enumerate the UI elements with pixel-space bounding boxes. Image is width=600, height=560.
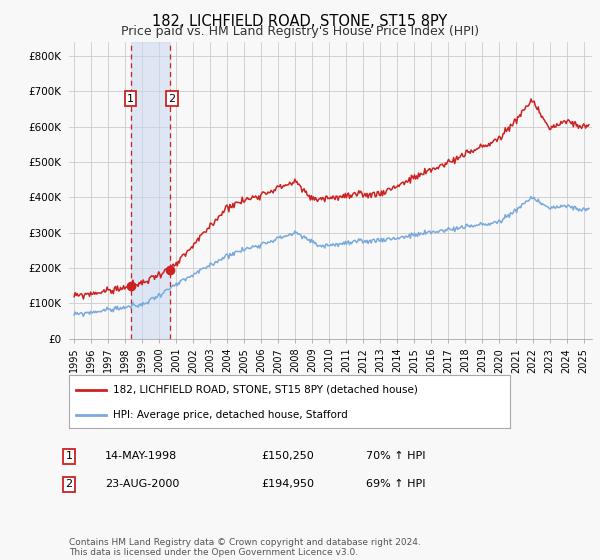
Text: 182, LICHFIELD ROAD, STONE, ST15 8PY: 182, LICHFIELD ROAD, STONE, ST15 8PY	[152, 14, 448, 29]
Text: 69% ↑ HPI: 69% ↑ HPI	[366, 479, 425, 489]
Text: Contains HM Land Registry data © Crown copyright and database right 2024.
This d: Contains HM Land Registry data © Crown c…	[69, 538, 421, 557]
Text: £150,250: £150,250	[261, 451, 314, 461]
Text: HPI: Average price, detached house, Stafford: HPI: Average price, detached house, Staf…	[113, 410, 348, 420]
Text: £194,950: £194,950	[261, 479, 314, 489]
Text: 2: 2	[168, 94, 175, 104]
Text: 182, LICHFIELD ROAD, STONE, ST15 8PY (detached house): 182, LICHFIELD ROAD, STONE, ST15 8PY (de…	[113, 385, 418, 395]
Text: 1: 1	[127, 94, 134, 104]
Text: Price paid vs. HM Land Registry's House Price Index (HPI): Price paid vs. HM Land Registry's House …	[121, 25, 479, 38]
Text: 2: 2	[65, 479, 73, 489]
Text: 70% ↑ HPI: 70% ↑ HPI	[366, 451, 425, 461]
Bar	[131, 42, 170, 339]
Text: 1: 1	[65, 451, 73, 461]
Text: 14-MAY-1998: 14-MAY-1998	[105, 451, 177, 461]
Text: 23-AUG-2000: 23-AUG-2000	[105, 479, 179, 489]
